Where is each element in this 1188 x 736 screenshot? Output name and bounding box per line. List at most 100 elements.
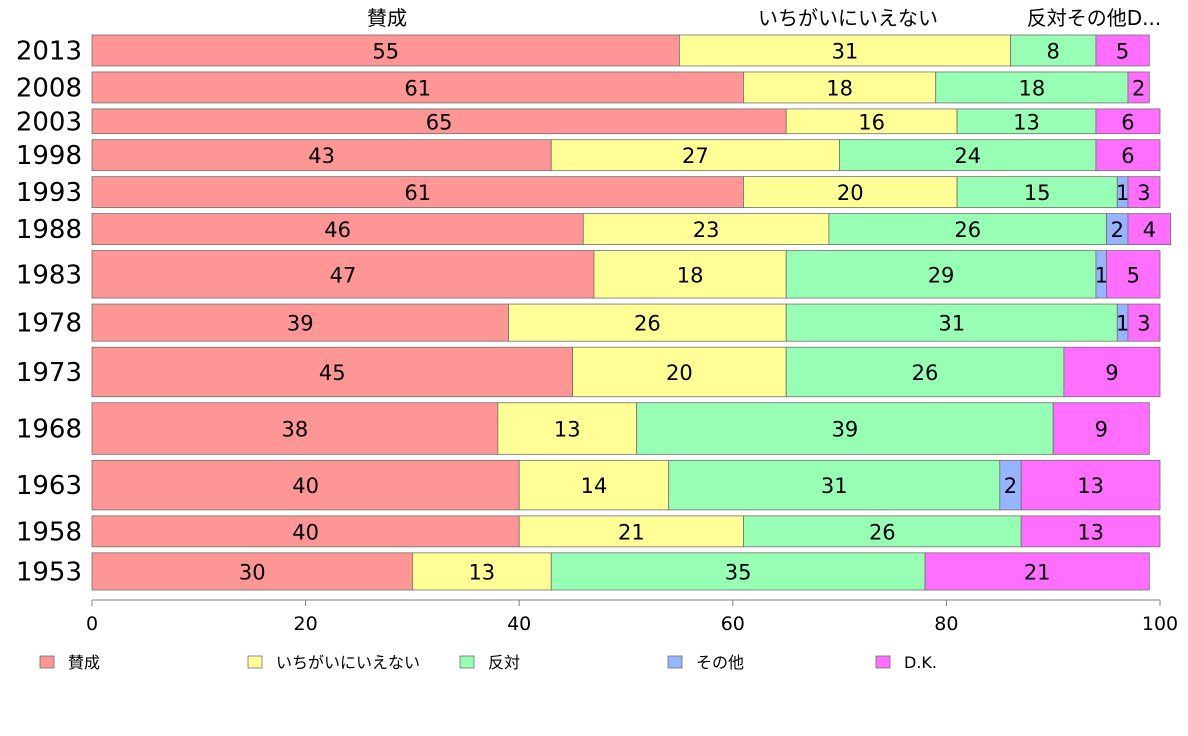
bar-segment bbox=[91, 250, 595, 299]
bar-segment bbox=[935, 71, 1129, 104]
segment-label: 39 bbox=[287, 312, 314, 336]
year-label: 2008 bbox=[16, 73, 82, 103]
bar-segment bbox=[91, 552, 413, 591]
bar-segment bbox=[91, 176, 744, 209]
segment-label: 8 bbox=[1047, 39, 1060, 63]
segment-label: 40 bbox=[292, 520, 319, 544]
year-label: 1998 bbox=[16, 141, 82, 171]
bar-segment bbox=[785, 108, 958, 135]
segment-label: 9 bbox=[1105, 361, 1118, 385]
segment-label: 2 bbox=[1132, 76, 1145, 100]
segment-label: 6 bbox=[1121, 144, 1134, 168]
segment-label: 9 bbox=[1095, 418, 1108, 442]
legend-swatch bbox=[667, 655, 683, 669]
bar-segment bbox=[508, 303, 787, 342]
bar-segment bbox=[91, 139, 552, 172]
segment-label: 13 bbox=[1077, 474, 1104, 498]
x-tick-label: 60 bbox=[721, 613, 745, 635]
legend-swatch bbox=[875, 655, 891, 669]
segment-label: 26 bbox=[869, 520, 896, 544]
bar-segment bbox=[518, 515, 744, 548]
segment-label: 13 bbox=[554, 418, 581, 442]
bar-segment bbox=[1020, 515, 1161, 548]
top-category-labels: 賛成 いちがいにいえない 反対その他D... bbox=[367, 6, 1161, 30]
x-tick-label: 0 bbox=[86, 613, 98, 635]
bar-segment bbox=[1095, 139, 1161, 172]
year-label: 1953 bbox=[16, 557, 82, 587]
bar-segment bbox=[91, 346, 574, 398]
segment-label: 1 bbox=[1116, 312, 1129, 336]
bar-segment bbox=[550, 139, 840, 172]
bar-segment bbox=[91, 213, 584, 245]
segment-label: 18 bbox=[826, 76, 853, 100]
x-tick-label: 80 bbox=[934, 613, 958, 635]
segment-label: 38 bbox=[282, 418, 309, 442]
segment-label: 39 bbox=[832, 418, 859, 442]
bar-segment bbox=[956, 176, 1118, 209]
segment-label: 29 bbox=[928, 263, 955, 287]
legend-swatch bbox=[459, 655, 475, 669]
bar-segment bbox=[91, 303, 509, 342]
legend-label: D.K. bbox=[904, 653, 937, 672]
segment-label: 30 bbox=[239, 560, 266, 584]
bar-segment bbox=[743, 71, 937, 104]
x-tick-label: 40 bbox=[507, 613, 531, 635]
top-label-ichigai: いちがいにいえない bbox=[758, 6, 938, 30]
bar-segment bbox=[679, 34, 1011, 67]
legend-label: いちがいにいえない bbox=[276, 653, 420, 672]
bar-segment bbox=[785, 346, 1065, 398]
segment-label: 26 bbox=[912, 361, 939, 385]
x-tick-label: 100 bbox=[1142, 613, 1178, 635]
segment-label: 2 bbox=[1111, 218, 1124, 242]
segment-label: 18 bbox=[1018, 76, 1045, 100]
year-label: 1973 bbox=[16, 358, 82, 388]
segment-label: 40 bbox=[292, 474, 319, 498]
segment-label: 5 bbox=[1116, 39, 1129, 63]
segment-label: 47 bbox=[330, 263, 357, 287]
bar-segment bbox=[668, 459, 1001, 511]
bar-segment bbox=[1052, 402, 1150, 455]
year-label: 2013 bbox=[16, 36, 82, 66]
segment-label: 31 bbox=[821, 474, 848, 498]
bar-segment bbox=[636, 402, 1054, 455]
year-label: 1983 bbox=[16, 260, 82, 290]
year-label: 1978 bbox=[16, 309, 82, 339]
segment-label: 35 bbox=[725, 560, 752, 584]
segment-label: 6 bbox=[1121, 110, 1134, 134]
segment-label: 55 bbox=[372, 39, 399, 63]
legend-label: その他 bbox=[696, 653, 744, 672]
bar-segment bbox=[91, 34, 680, 67]
top-label-sansei: 賛成 bbox=[367, 6, 407, 30]
x-axis: 0 20 40 60 80 100 bbox=[86, 599, 1178, 635]
bar-segment bbox=[1063, 346, 1161, 398]
legend-swatch bbox=[247, 655, 263, 669]
segment-label: 15 bbox=[1024, 181, 1051, 205]
x-tick-label: 20 bbox=[294, 613, 318, 635]
bar-segment bbox=[956, 108, 1097, 135]
segment-label: 13 bbox=[1077, 520, 1104, 544]
bar-segment bbox=[572, 346, 787, 398]
segment-label: 1 bbox=[1116, 181, 1129, 205]
bar-segment bbox=[91, 459, 520, 511]
segment-label: 21 bbox=[618, 520, 645, 544]
segment-label: 26 bbox=[634, 312, 661, 336]
segment-label: 65 bbox=[426, 110, 453, 134]
bar-segment bbox=[743, 515, 1022, 548]
bar-segment bbox=[1106, 250, 1161, 299]
bar-segment bbox=[91, 108, 787, 135]
year-label: 1968 bbox=[16, 415, 82, 445]
segment-label: 13 bbox=[1013, 110, 1040, 134]
bar-segment bbox=[839, 139, 1097, 172]
segment-label: 18 bbox=[677, 263, 704, 287]
segment-label: 26 bbox=[954, 218, 981, 242]
bar-segment bbox=[1127, 176, 1161, 209]
year-label: 1993 bbox=[16, 178, 82, 208]
bar-segment bbox=[1127, 71, 1150, 104]
bar-segment bbox=[743, 176, 958, 209]
segment-label: 27 bbox=[682, 144, 709, 168]
bar-segment bbox=[497, 402, 638, 455]
legend: 賛成 いちがいにいえない 反対 その他 D.K. bbox=[39, 653, 937, 672]
legend-label: 反対 bbox=[488, 653, 520, 672]
